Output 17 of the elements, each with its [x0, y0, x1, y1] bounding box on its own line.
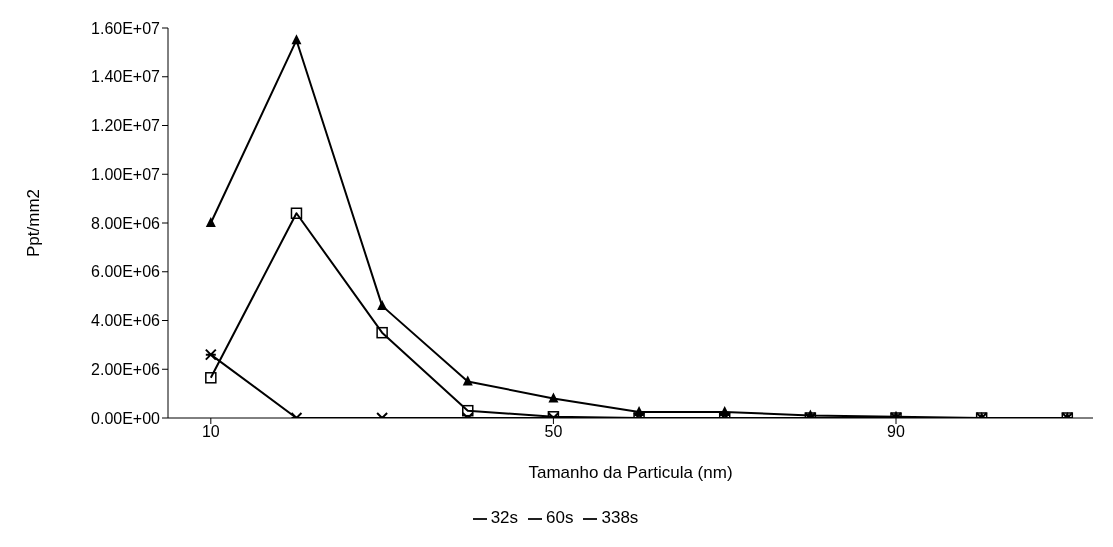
y-tick-label: 0.00E+00 — [91, 409, 161, 427]
legend-label: 60s — [546, 508, 574, 527]
x-tick-label: 10 — [201, 423, 220, 441]
y-tick-label: 1.40E+07 — [91, 68, 161, 86]
y-tick-label: 1.60E+07 — [91, 19, 161, 37]
y-tick-label: 1.20E+07 — [91, 117, 161, 135]
y-tick-label: 2.00E+06 — [91, 360, 161, 378]
x-tick-label: 90 — [887, 423, 906, 441]
legend-label: 32s — [490, 508, 519, 527]
legend-label: 338s — [601, 508, 639, 527]
x-axis-title: Tamanho da Particula (nm) — [528, 463, 733, 482]
y-axis-title: Ppt/mm2 — [24, 188, 44, 258]
y-tick-label: 8.00E+06 — [91, 214, 161, 232]
y-tick-label: 6.00E+06 — [91, 263, 161, 281]
y-tick-label: 1.00E+07 — [91, 165, 161, 183]
x-tick-label: 50 — [544, 423, 563, 441]
y-tick-label: 4.00E+06 — [91, 312, 161, 330]
